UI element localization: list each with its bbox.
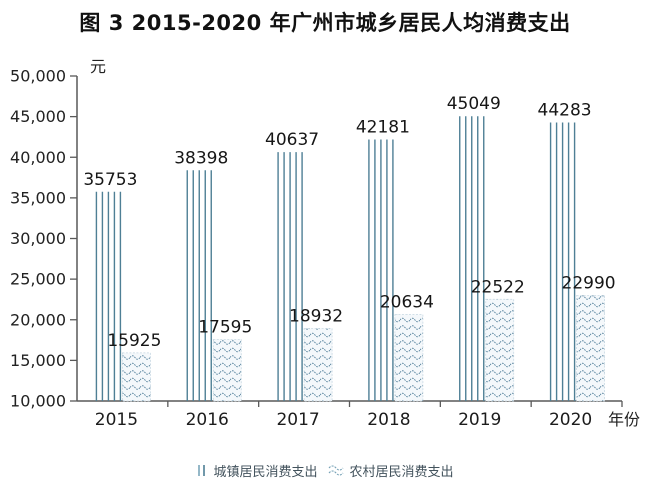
value-label-rural: 15925	[107, 331, 161, 351]
x-axis-unit: 年份	[608, 410, 640, 429]
y-tick-label: 40,000	[10, 148, 66, 167]
bar-chart-canvas: 10,000 15,000 20,000 25,000 30,000 35,000 40,0…	[10, 57, 640, 430]
y-tick-label: 10,000	[10, 392, 66, 411]
bar-rural-2018	[394, 314, 424, 402]
bar-urban-2019	[459, 116, 485, 401]
waves-icon	[328, 465, 343, 476]
bar-rural-2016	[212, 338, 242, 402]
y-tick-label: 35,000	[10, 188, 66, 207]
y-tick-label: 30,000	[10, 229, 66, 248]
value-label-rural: 20634	[380, 293, 434, 313]
y-tick-label: 45,000	[10, 107, 66, 126]
bar-urban-2015	[95, 191, 122, 401]
bar-urban-2018	[368, 139, 394, 401]
vertical-lines-icon	[198, 464, 206, 476]
y-tick-label: 15,000	[10, 351, 66, 370]
bar-urban-2020	[549, 122, 576, 401]
y-axis-unit: 元	[90, 57, 106, 76]
x-category-label: 2017	[276, 410, 319, 430]
value-label-rural: 22990	[562, 273, 616, 293]
y-tick-label: 50,000	[10, 67, 66, 86]
bar-urban-2016	[186, 170, 212, 401]
value-label-urban: 45049	[447, 94, 501, 114]
bar-rural-2020	[576, 295, 605, 402]
bar-rural-2017	[303, 328, 333, 402]
x-category-label: 2015	[95, 410, 138, 430]
x-category-label: 2020	[549, 410, 592, 430]
y-tick-label: 25,000	[10, 270, 66, 289]
value-label-rural: 22522	[471, 277, 525, 297]
value-label-urban: 38398	[174, 148, 228, 168]
x-category-label: 2019	[458, 410, 501, 430]
value-label-urban: 44283	[538, 100, 592, 120]
bar-rural-2019	[485, 298, 515, 402]
legend-item-rural: 农村居民消费支出	[328, 461, 454, 480]
value-label-urban: 40637	[265, 130, 319, 150]
legend: 城镇居民消费支出 农村居民消费支出	[0, 457, 650, 483]
y-tick-label: 20,000	[10, 310, 66, 329]
value-label-rural: 17595	[198, 317, 252, 337]
legend-label-rural: 农村居民消费支出	[349, 464, 454, 480]
value-label-urban: 42181	[356, 118, 410, 138]
value-label-urban: 35753	[83, 170, 137, 190]
legend-label-urban: 城镇居民消费支出	[213, 464, 318, 480]
x-category-label: 2016	[186, 410, 229, 430]
x-category-label: 2018	[367, 410, 410, 430]
value-label-rural: 18932	[289, 306, 343, 326]
legend-item-urban: 城镇居民消费支出	[196, 461, 318, 480]
bar-rural-2015	[122, 352, 151, 402]
chart-title: 图 3 2015-2020 年广州市城乡居民人均消费支出	[79, 11, 571, 35]
bar-urban-2017	[277, 152, 303, 401]
